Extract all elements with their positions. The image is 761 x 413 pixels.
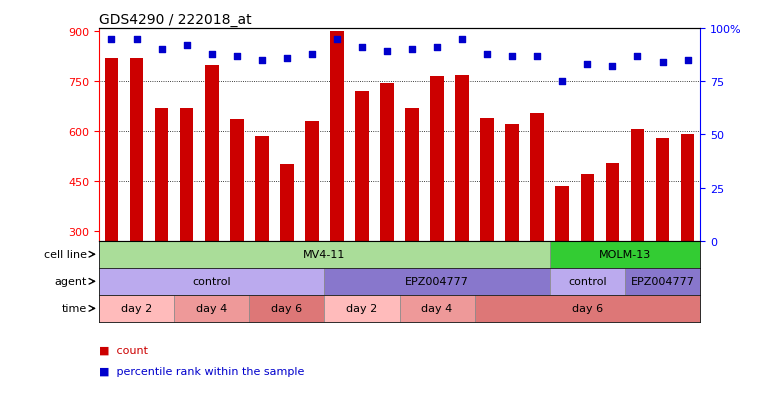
Bar bbox=[455, 75, 469, 241]
Text: control: control bbox=[193, 277, 231, 287]
Bar bbox=[625, 268, 700, 295]
Text: EPZ004777: EPZ004777 bbox=[631, 277, 695, 287]
Bar bbox=[250, 295, 324, 322]
Bar bbox=[280, 165, 294, 241]
Point bbox=[506, 53, 518, 60]
Text: ■  count: ■ count bbox=[99, 345, 148, 355]
Bar bbox=[530, 114, 544, 241]
Bar bbox=[549, 268, 625, 295]
Point bbox=[205, 51, 218, 58]
Point bbox=[256, 57, 268, 64]
Bar bbox=[99, 241, 549, 268]
Text: MOLM-13: MOLM-13 bbox=[599, 249, 651, 260]
Text: cell line: cell line bbox=[44, 249, 87, 260]
Bar bbox=[680, 135, 695, 241]
Point bbox=[682, 57, 694, 64]
Point bbox=[581, 62, 594, 68]
Text: agent: agent bbox=[55, 277, 87, 287]
Bar bbox=[656, 138, 670, 241]
Text: GDS4290 / 222018_at: GDS4290 / 222018_at bbox=[99, 12, 252, 26]
Point bbox=[130, 36, 142, 43]
Bar bbox=[355, 92, 369, 241]
Bar bbox=[99, 268, 324, 295]
Bar bbox=[430, 77, 444, 241]
Point bbox=[180, 43, 193, 49]
Point bbox=[632, 53, 644, 60]
Bar bbox=[324, 268, 549, 295]
Point bbox=[155, 47, 167, 53]
Bar bbox=[99, 295, 174, 322]
Bar bbox=[174, 295, 250, 322]
Bar bbox=[556, 186, 569, 241]
Bar bbox=[380, 83, 394, 241]
Text: day 2: day 2 bbox=[346, 304, 377, 313]
Bar bbox=[549, 241, 700, 268]
Bar bbox=[400, 295, 475, 322]
Point bbox=[456, 36, 468, 43]
Point bbox=[431, 45, 443, 51]
Text: day 4: day 4 bbox=[196, 304, 228, 313]
Bar bbox=[230, 120, 244, 241]
Bar bbox=[405, 109, 419, 241]
Point bbox=[481, 51, 493, 58]
Text: EPZ004777: EPZ004777 bbox=[405, 277, 469, 287]
Bar bbox=[480, 119, 494, 241]
Text: day 6: day 6 bbox=[271, 304, 302, 313]
Text: time: time bbox=[62, 304, 87, 313]
Bar bbox=[330, 32, 344, 241]
Point bbox=[531, 53, 543, 60]
Bar bbox=[324, 295, 400, 322]
Text: day 6: day 6 bbox=[572, 304, 603, 313]
Point bbox=[105, 36, 117, 43]
Point bbox=[306, 51, 318, 58]
Text: day 2: day 2 bbox=[121, 304, 152, 313]
Text: day 4: day 4 bbox=[422, 304, 453, 313]
Point bbox=[231, 53, 243, 60]
Text: ■  percentile rank within the sample: ■ percentile rank within the sample bbox=[99, 366, 304, 376]
Point bbox=[556, 78, 568, 85]
Bar bbox=[581, 175, 594, 241]
Point bbox=[657, 59, 669, 66]
Point bbox=[356, 45, 368, 51]
Bar bbox=[505, 125, 519, 241]
Bar bbox=[305, 122, 319, 241]
Bar bbox=[631, 130, 645, 241]
Point bbox=[331, 36, 343, 43]
Point bbox=[281, 55, 293, 62]
Bar bbox=[475, 295, 700, 322]
Point bbox=[607, 64, 619, 70]
Text: MV4-11: MV4-11 bbox=[303, 249, 345, 260]
Bar bbox=[129, 59, 143, 241]
Bar bbox=[606, 163, 619, 241]
Bar bbox=[154, 109, 168, 241]
Bar bbox=[104, 59, 119, 241]
Bar bbox=[180, 109, 193, 241]
Bar bbox=[255, 137, 269, 241]
Text: control: control bbox=[568, 277, 607, 287]
Point bbox=[406, 47, 418, 53]
Point bbox=[381, 49, 393, 56]
Bar bbox=[205, 65, 218, 241]
